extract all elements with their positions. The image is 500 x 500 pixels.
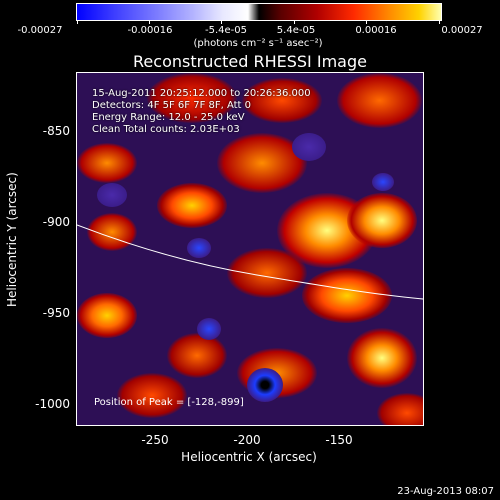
y-tick-label: -900: [42, 215, 70, 229]
negative-feature: [247, 368, 283, 402]
negative-feature: [97, 183, 127, 207]
negative-feature: [187, 238, 211, 258]
colorbar-tick: [77, 20, 78, 24]
emission-feature: [147, 73, 237, 123]
emission-feature: [117, 373, 187, 418]
colorbar-tick: [221, 20, 222, 24]
y-tick-label: -850: [42, 124, 70, 138]
y-tick-label: -950: [42, 306, 70, 320]
colorbar-tick-label: -5.4e-05: [205, 25, 247, 36]
colorbar-tick-label: 0.00027: [441, 25, 483, 36]
colorbar-units: (photons cm⁻² s⁻¹ asec⁻²): [193, 38, 323, 49]
info-time-range: 15-Aug-2011 20:25:12.000 to 20:26:36.000: [92, 88, 311, 99]
emission-feature: [242, 78, 322, 123]
info-total-counts: Clean Total counts: 2.03E+03: [92, 124, 240, 135]
colorbar-tick: [149, 20, 150, 24]
x-tick-label: -250: [141, 433, 169, 447]
emission-feature: [77, 143, 137, 183]
x-tick-label: -150: [325, 433, 353, 447]
colorbar-tick-label: -0.00027: [17, 25, 63, 36]
x-tick-label: -200: [233, 433, 261, 447]
plot-title: Reconstructed RHESSI Image: [133, 52, 367, 71]
colorbar-tick-label: 5.4e-05: [276, 25, 316, 36]
colorbar-tick: [366, 20, 367, 24]
peak-position-label: Position of Peak = [-128,-899]: [94, 397, 244, 408]
emission-feature: [77, 293, 137, 338]
emission-feature: [347, 193, 417, 248]
render-timestamp: 23-Aug-2013 08:07: [397, 486, 494, 497]
emission-feature: [337, 73, 422, 128]
emission-feature: [377, 393, 423, 425]
emission-feature: [347, 328, 417, 388]
emission-feature: [157, 183, 227, 228]
colorbar-tick-label: -0.00016: [127, 25, 173, 36]
info-detectors: Detectors: 4F 5F 6F 7F 8F, Att 0: [92, 100, 252, 111]
emission-feature: [302, 268, 392, 323]
emission-feature: [167, 333, 227, 378]
rhessi-image: [76, 72, 424, 426]
colorbar-tick: [294, 20, 295, 24]
emission-feature: [227, 248, 307, 298]
negative-feature: [292, 133, 326, 161]
x-axis-label: Heliocentric X (arcsec): [181, 450, 317, 464]
info-energy-range: Energy Range: 12.0 - 25.0 keV: [92, 112, 245, 123]
colorbar-tick: [439, 20, 440, 24]
colorbar: [76, 3, 442, 21]
negative-feature: [197, 318, 221, 340]
colorbar-tick-label: 0.00016: [355, 25, 397, 36]
y-axis-label: Heliocentric Y (arcsec): [5, 172, 19, 307]
y-tick-label: -1000: [35, 397, 70, 411]
negative-feature: [372, 173, 394, 191]
solar-limb: [77, 224, 423, 300]
